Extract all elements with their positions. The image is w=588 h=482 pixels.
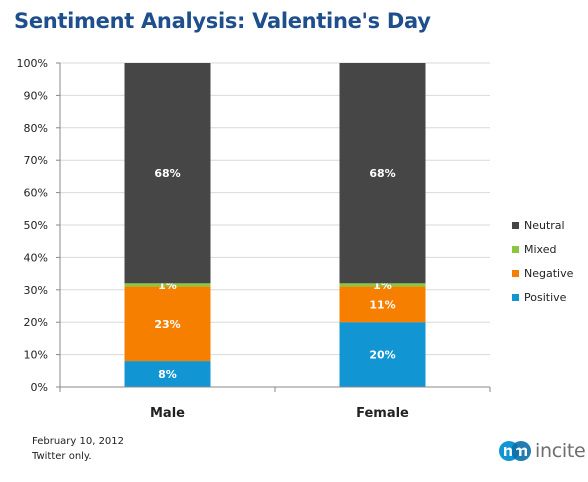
bar-segment-negative-male (124, 286, 211, 362)
y-tick-label: 50% (24, 219, 48, 232)
legend-label: Neutral (524, 219, 565, 232)
y-tick-label: 60% (24, 187, 48, 200)
legend-label: Positive (524, 291, 567, 304)
y-tick-label: 10% (24, 349, 48, 362)
data-label: 68% (369, 167, 395, 180)
y-tick-label: 30% (24, 284, 48, 297)
bar-segment-neutral-male (124, 63, 211, 284)
legend-label: Negative (524, 267, 574, 280)
company-logo: incite (498, 437, 586, 465)
y-tick-label: 20% (24, 316, 48, 329)
bar-segment-mixed-female (339, 283, 426, 287)
y-tick-label: 100% (17, 57, 48, 70)
data-label: 11% (369, 298, 395, 311)
logo-wordmark: incite (535, 440, 586, 462)
chart-title: Sentiment Analysis: Valentine's Day (14, 9, 431, 33)
data-label: 23% (154, 318, 180, 331)
legend-label: Mixed (524, 243, 556, 256)
legend-swatch (512, 294, 519, 301)
bar-segment-positive-female (339, 322, 426, 387)
bar-segment-neutral-female (339, 63, 426, 284)
bars: 8%23%1%68%20%11%1%68% (124, 63, 426, 387)
legend-swatch (512, 222, 519, 229)
stacked-bar-chart: 0% 10% 20% 30% 40% 50% 60% 70% 80% 90% 100% 8% 23% 1… (17, 57, 574, 421)
bar-segment-negative-female (339, 286, 426, 323)
axes (59, 63, 491, 392)
legend-swatch (512, 246, 519, 253)
footnote-date: February 10, 2012 (32, 436, 125, 447)
bar-segment-positive-male (124, 361, 211, 387)
logo-mark-icon (499, 441, 531, 461)
y-tick-label: 0% (31, 381, 48, 394)
footnote-source: Twitter only. (32, 451, 92, 462)
y-tick-label: 80% (24, 122, 48, 135)
bar-segment-mixed-male (124, 283, 211, 287)
y-tick-label: 40% (24, 251, 48, 264)
x-axis-labels: Male Female (150, 406, 409, 421)
y-tick-label: 90% (24, 89, 48, 102)
x-tick-label: Female (356, 406, 409, 421)
legend: Neutral Mixed Negative Positive (512, 219, 574, 304)
x-tick-label: Male (150, 406, 185, 421)
y-tick-label: 70% (24, 154, 48, 167)
data-label: 20% (369, 349, 395, 362)
data-label: 68% (154, 167, 180, 180)
legend-swatch (512, 270, 519, 277)
y-axis-ticks: 0% 10% 20% 30% 40% 50% 60% 70% 80% 90% 100% (17, 57, 60, 394)
data-label: 8% (158, 368, 177, 381)
